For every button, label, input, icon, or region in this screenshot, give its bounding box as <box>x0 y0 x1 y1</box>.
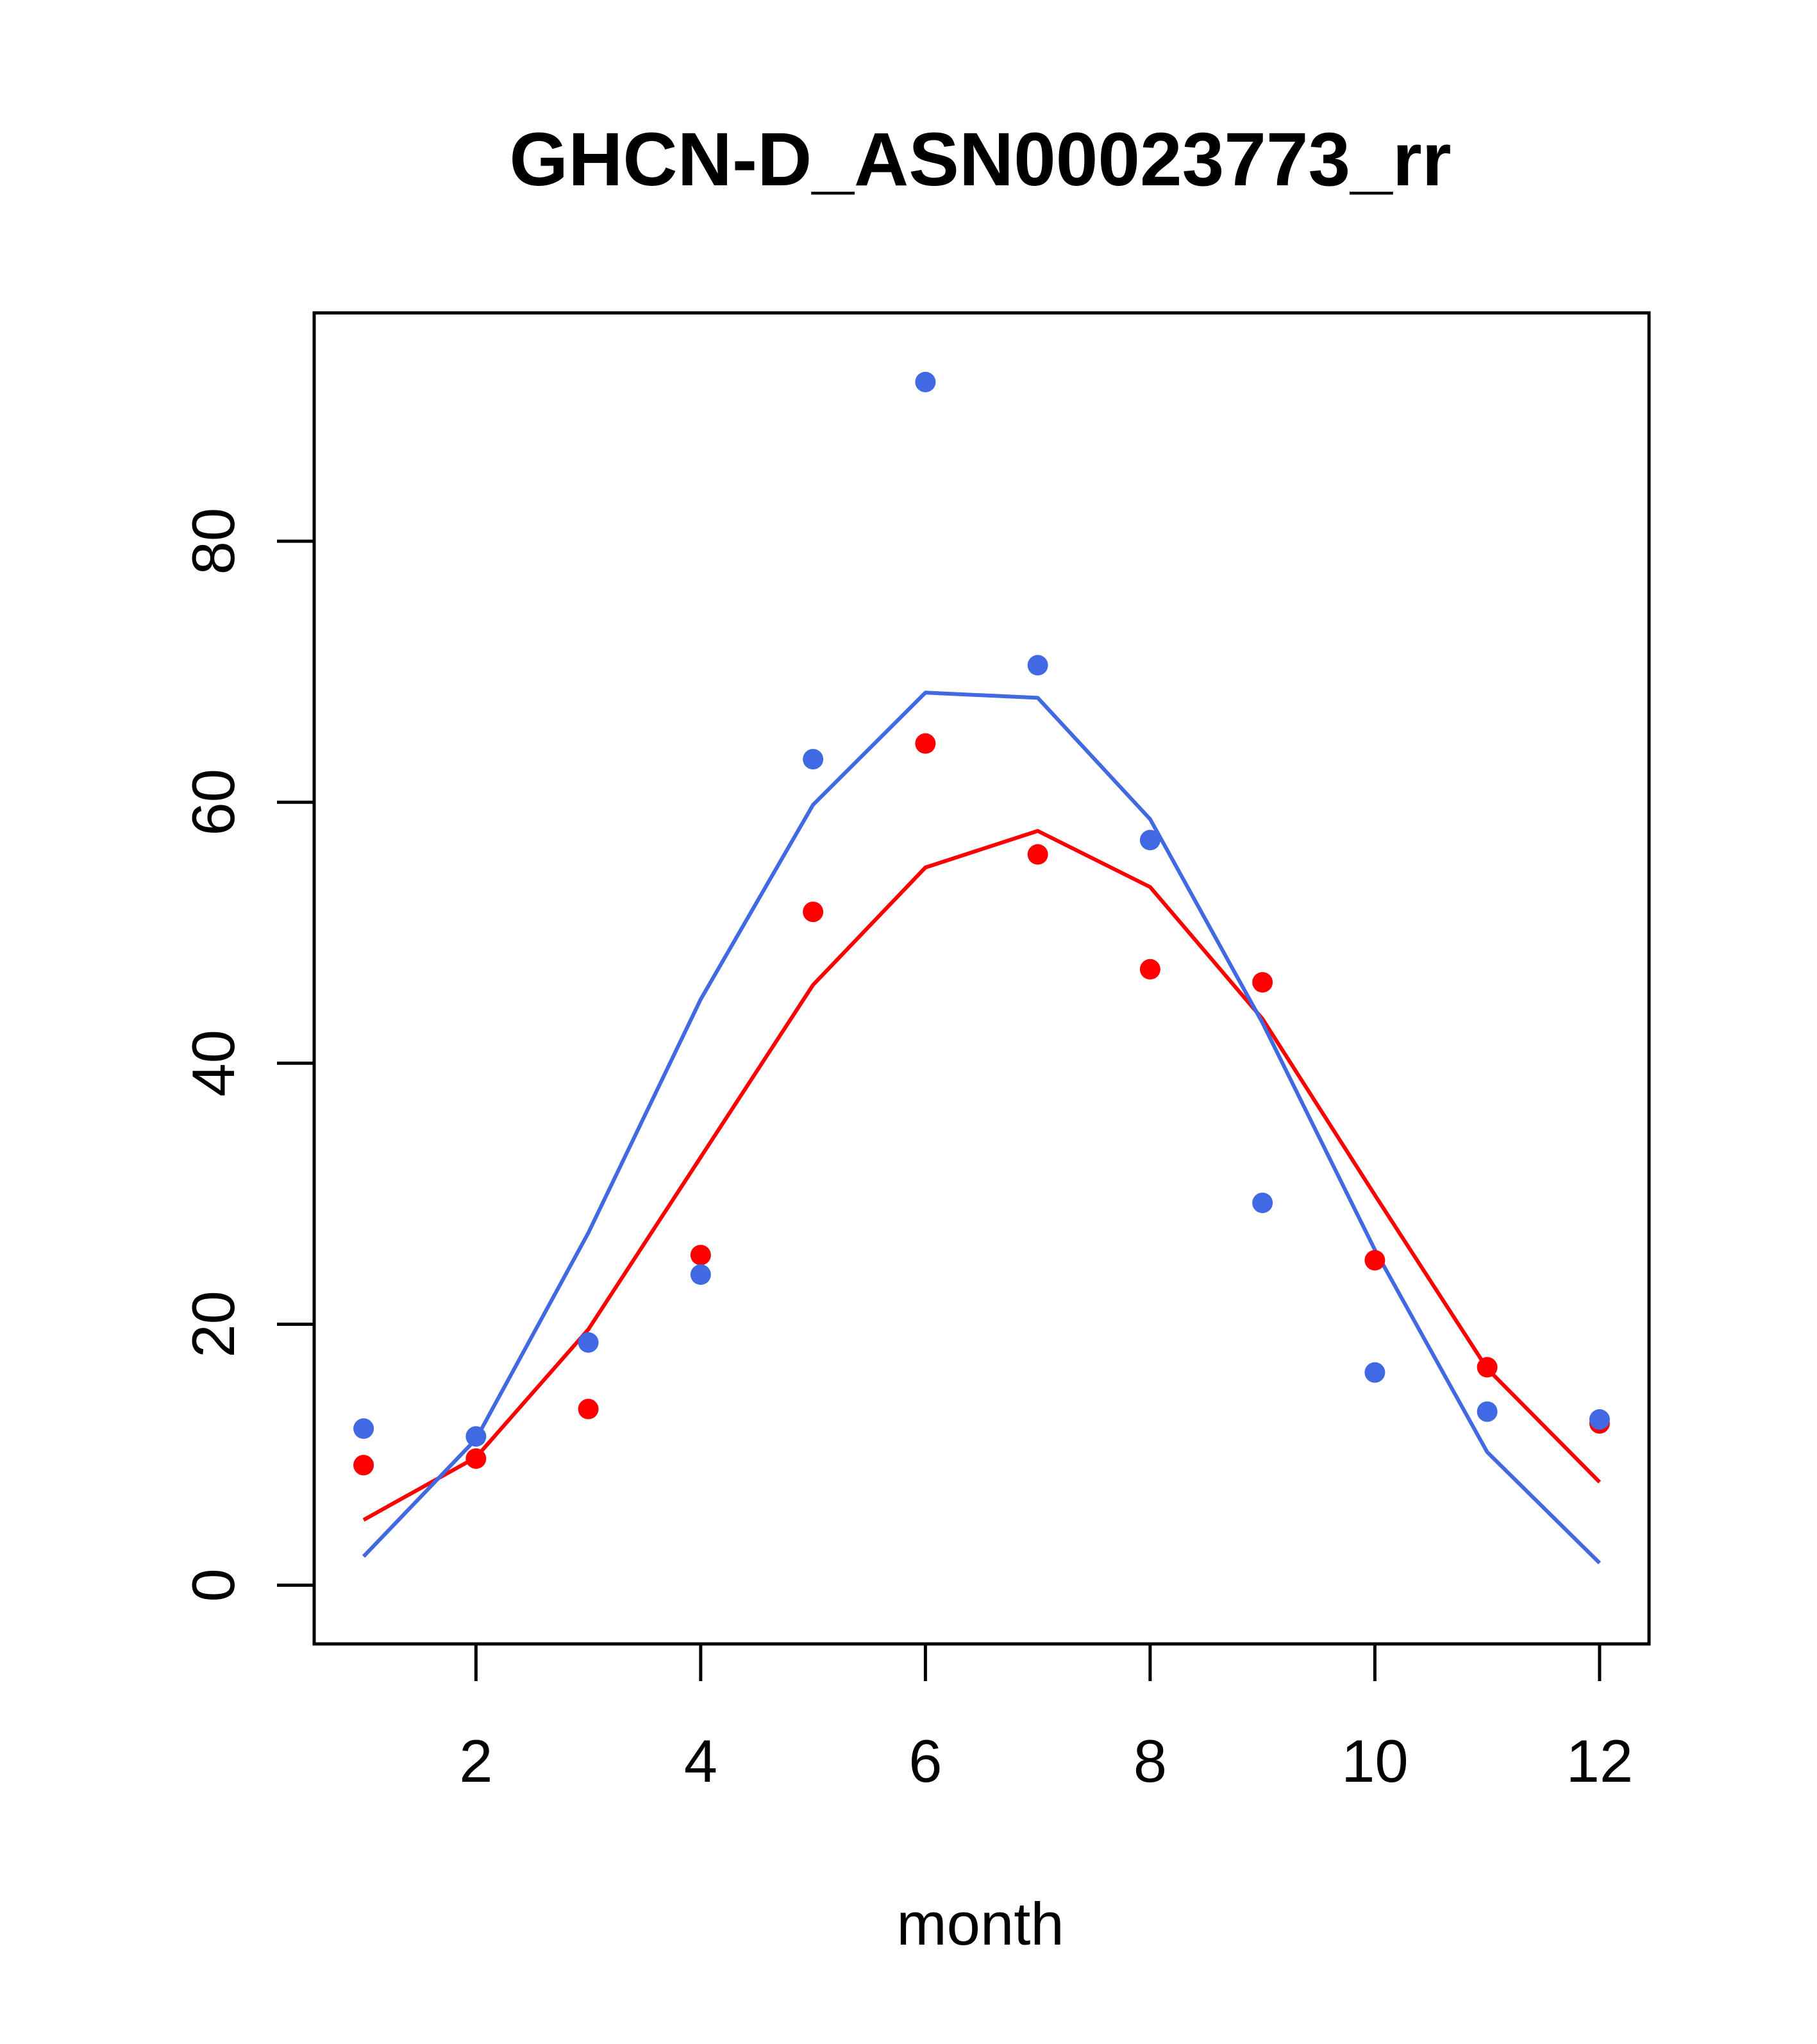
x-tick-label: 10 <box>1341 1727 1409 1795</box>
series-2-point <box>1589 1409 1610 1430</box>
chart-title: GHCN-D_ASN00023773_rr <box>509 117 1451 202</box>
series-2-point <box>915 371 936 392</box>
series-1-point <box>1252 972 1273 993</box>
series-line-1 <box>362 829 1602 1522</box>
series-1-point <box>803 901 824 923</box>
series-2-point <box>465 1426 487 1447</box>
series-1-point <box>915 733 936 754</box>
series-1-point <box>1027 844 1048 865</box>
series-1-point <box>353 1455 374 1476</box>
series-2-point <box>1252 1193 1273 1214</box>
y-tick-label: 60 <box>180 769 247 836</box>
series-1-point <box>1364 1250 1386 1271</box>
plot-frame <box>312 311 1651 1646</box>
x-tick-label: 8 <box>1134 1727 1167 1795</box>
x-tick-label: 12 <box>1566 1727 1634 1795</box>
series-2-point <box>1364 1362 1386 1383</box>
x-tick-label: 4 <box>684 1727 717 1795</box>
y-tick-label: 40 <box>180 1030 247 1097</box>
series-2-point <box>1139 830 1160 851</box>
series-2-point <box>353 1418 374 1439</box>
series-1-point <box>1139 959 1160 980</box>
series-2-point <box>1477 1401 1498 1422</box>
series-1-point <box>690 1244 711 1266</box>
series-1-point <box>578 1398 599 1420</box>
series-line-2 <box>362 691 1602 1564</box>
series-2-point <box>690 1264 711 1286</box>
series-2-point <box>803 749 824 770</box>
series-1-point <box>1477 1357 1498 1378</box>
series-1-point <box>465 1448 487 1469</box>
y-tick-label: 20 <box>180 1291 247 1358</box>
y-tick-label: 80 <box>180 508 247 575</box>
x-tick-label: 6 <box>908 1727 942 1795</box>
plot-area: 2 4 6 8 10 12 0 20 40 60 80 <box>180 311 1651 1795</box>
y-tick-label: 0 <box>180 1568 247 1602</box>
x-axis-title: month <box>896 1890 1064 1957</box>
series-2-point <box>578 1332 599 1353</box>
series-2-point <box>1027 655 1048 676</box>
x-tick-label: 2 <box>459 1727 492 1795</box>
